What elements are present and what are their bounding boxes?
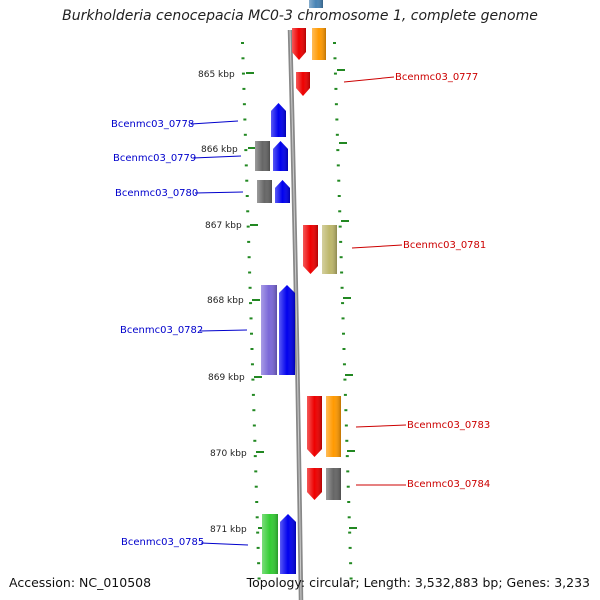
scale-label-866: 866 kbp — [201, 145, 238, 155]
scale-label-867: 867 kbp — [205, 221, 242, 231]
gene-0785 — [280, 514, 296, 574]
gene-steel-top — [309, 0, 323, 8]
leader-0778 — [190, 120, 239, 125]
gene-red-top — [292, 28, 306, 60]
map-title: Burkholderia cenocepacia MC0-3 chromosom… — [62, 8, 538, 24]
gene-label-0780[interactable]: Bcenmc03_0780 — [115, 188, 198, 199]
leader-0777 — [343, 76, 395, 83]
gene-orange-top — [312, 28, 326, 60]
leader-0782 — [199, 329, 248, 332]
gene-0777 — [296, 72, 310, 96]
gene-gray-0779 — [255, 141, 270, 171]
gene-0784 — [307, 468, 322, 500]
gene-0781 — [303, 225, 318, 274]
gene-purple-0782 — [261, 285, 277, 375]
gene-0783 — [307, 396, 322, 457]
gene-khaki-0781 — [322, 225, 337, 274]
gene-label-0781[interactable]: Bcenmc03_0781 — [403, 240, 486, 251]
leader-0779 — [192, 155, 242, 159]
gene-label-0777[interactable]: Bcenmc03_0777 — [395, 72, 478, 83]
gene-label-0782[interactable]: Bcenmc03_0782 — [120, 325, 203, 336]
gene-gray-0784 — [326, 468, 341, 500]
leader-0785 — [200, 542, 249, 546]
scale-label-868: 868 kbp — [207, 296, 244, 306]
gene-orange-0783 — [326, 396, 341, 457]
gene-label-0784[interactable]: Bcenmc03_0784 — [407, 479, 490, 490]
topology-text: Topology: circular; Length: 3,532,883 bp… — [246, 575, 590, 590]
gene-0779 — [273, 141, 288, 171]
leader-0780 — [194, 191, 244, 194]
gene-label-0783[interactable]: Bcenmc03_0783 — [407, 420, 490, 431]
accession-text: Accession: NC_010508 — [9, 575, 152, 590]
gene-label-0779[interactable]: Bcenmc03_0779 — [113, 153, 196, 164]
gene-0782 — [279, 285, 295, 375]
scale-label-865: 865 kbp — [198, 70, 235, 80]
leader-0783 — [355, 424, 407, 428]
gene-label-0778[interactable]: Bcenmc03_0778 — [111, 119, 194, 130]
leader-0781 — [351, 244, 403, 249]
gene-0780 — [275, 180, 290, 203]
scale-label-870: 870 kbp — [210, 449, 247, 459]
gene-label-0785[interactable]: Bcenmc03_0785 — [121, 537, 204, 548]
scale-label-869: 869 kbp — [208, 373, 245, 383]
scale-label-871: 871 kbp — [210, 525, 247, 535]
gene-0778 — [271, 103, 286, 137]
gene-green-0785 — [262, 514, 278, 574]
gene-gray-0780 — [257, 180, 272, 203]
